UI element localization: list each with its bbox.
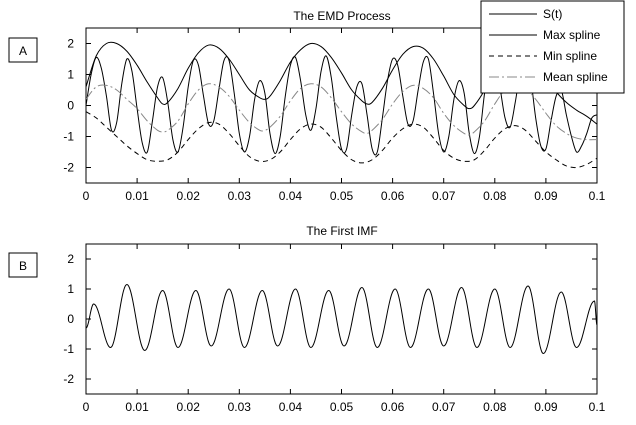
panel-b-x-tick-label: 0.03 <box>228 400 252 414</box>
panel-a-x-tick-label: 0.1 <box>589 189 606 203</box>
panel-a-y-tick-label: -2 <box>63 161 74 175</box>
chart-panel-b: B The First IMF 0 0.01 0.02 0.03 0.04 0.05 0.0… <box>8 224 606 414</box>
panel-a-y-tick-label: 1 <box>67 68 74 82</box>
panel-b-title: The First IMF <box>306 224 377 238</box>
legend-label-max-spline: Max spline <box>543 28 601 42</box>
panel-a-x-tick-label: 0.06 <box>381 189 405 203</box>
panel-b-x-tick-label: 0.07 <box>432 400 456 414</box>
panel-b-x-tick-label: 0 <box>83 400 90 414</box>
panel-b-x-tick-label: 0.02 <box>177 400 201 414</box>
panel-b-x-tick-label: 0.04 <box>279 400 303 414</box>
panel-b-x-tick-label: 0.05 <box>330 400 354 414</box>
panel-b-label-box <box>8 252 38 278</box>
panel-b-x-tick-label: 0.06 <box>381 400 405 414</box>
panel-a-x-tick-label: 0.07 <box>432 189 456 203</box>
panel-b-y-tick-label: -1 <box>63 342 74 356</box>
panel-a-series-mean-spline-line <box>86 83 597 141</box>
panel-a-x-tick-label: 0.08 <box>483 189 507 203</box>
panel-a-x-tick-label: 0.04 <box>279 189 303 203</box>
legend-label-min-spline: Min spline <box>543 49 597 63</box>
panel-a-label: A <box>19 44 27 58</box>
panel-a-label-box <box>8 37 38 63</box>
panel-a-y-tick-label: 2 <box>67 37 74 51</box>
panel-a-legend: S(t) Max spline Min spline Mean spline <box>480 0 625 94</box>
panel-b-label: B <box>19 259 27 273</box>
panel-a-x-tick-label: 0.03 <box>228 189 252 203</box>
panel-a-x-tick-label: 0.01 <box>125 189 149 203</box>
legend-box <box>480 0 625 94</box>
panel-b-y-tick-label: 2 <box>67 252 74 266</box>
panel-b-x-tick-label: 0.08 <box>483 400 507 414</box>
panel-b-ticks: 0 0.01 0.02 0.03 0.04 0.05 0.06 0.07 0.08 0.09 0.1… <box>63 244 606 414</box>
panel-a-title: The EMD Process <box>293 9 390 23</box>
panel-a-x-tick-label: 0.09 <box>534 189 558 203</box>
panel-b-y-tick-label: -2 <box>63 372 74 386</box>
panel-a-series-s-t-line <box>86 55 597 156</box>
panel-a-x-tick-label: 0 <box>83 189 90 203</box>
legend-label-s-t: S(t) <box>543 7 562 21</box>
panel-a-x-tick-label: 0.02 <box>177 189 201 203</box>
panel-b-x-tick-label: 0.09 <box>534 400 558 414</box>
panel-a-y-tick-label: 0 <box>67 99 74 113</box>
panel-a-ticks: 0 0.01 0.02 0.03 0.04 0.05 0.06 0.07 0.08 0.09 0.1… <box>63 28 606 203</box>
panel-b-x-tick-label: 0.1 <box>589 400 606 414</box>
panel-b-series-imf-line <box>86 284 597 354</box>
panel-b-x-tick-label: 0.01 <box>125 400 149 414</box>
panel-b-y-tick-label: 0 <box>67 312 74 326</box>
panel-b-y-tick-label: 1 <box>67 282 74 296</box>
panel-a-series-min-spline-line <box>86 111 597 169</box>
legend-label-mean-spline: Mean spline <box>543 70 608 84</box>
chart-panel-a: A The EMD Process 0 0.01 0.02 0.03 0.04 0.05 0… <box>8 0 625 203</box>
panel-b-plot-area <box>86 284 597 354</box>
panel-a-y-tick-label: -1 <box>63 130 74 144</box>
panel-a-x-tick-label: 0.05 <box>330 189 354 203</box>
panel-b-axes-frame <box>85 243 598 395</box>
